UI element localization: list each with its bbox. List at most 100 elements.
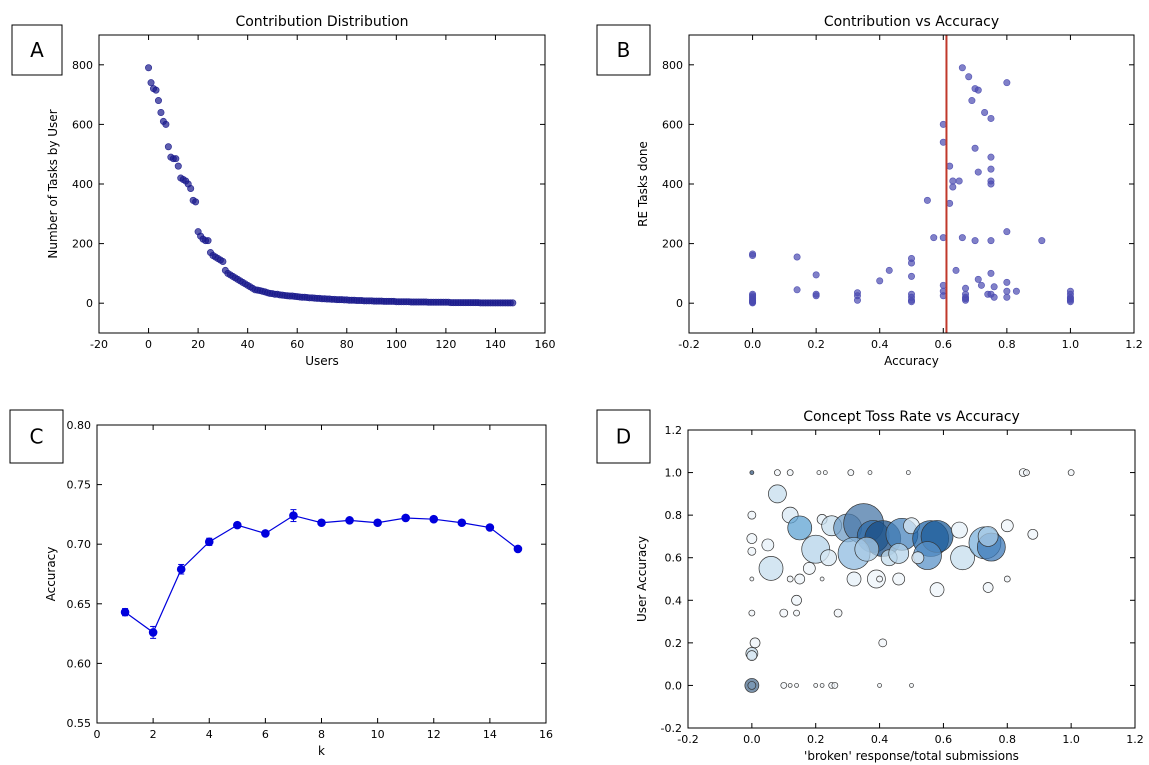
- panel-letter-box: [9, 409, 64, 464]
- data-point: [192, 198, 200, 206]
- data-point: [1003, 293, 1011, 301]
- data-point: [1003, 228, 1011, 236]
- x-tick-label: 100: [386, 338, 407, 351]
- data-point: [233, 520, 242, 530]
- data-point: [929, 582, 945, 597]
- x-tick-label: -20: [90, 338, 108, 351]
- data-point: [885, 266, 893, 274]
- data-point: [219, 257, 227, 265]
- data-point: [892, 572, 906, 586]
- data-point: [513, 544, 523, 554]
- x-tick-label: 4: [206, 728, 213, 741]
- data-point: [822, 470, 828, 475]
- x-tick-label: 0.4: [871, 338, 889, 351]
- data-point: [791, 594, 802, 606]
- data-point: [987, 114, 995, 122]
- y-tick-label: 200: [662, 238, 683, 251]
- y-tick-label: 0.60: [67, 657, 92, 670]
- plot-marks: [749, 35, 1074, 333]
- x-tick-label: 2: [150, 728, 157, 741]
- data-point: [429, 514, 439, 524]
- data-point: [965, 73, 973, 81]
- data-point: [831, 682, 839, 689]
- x-tick-label: 1.2: [1125, 338, 1143, 351]
- data-point: [261, 529, 270, 538]
- plot-frame: [96, 424, 547, 724]
- data-point: [907, 272, 915, 280]
- y-axis-label: Accuracy: [44, 547, 58, 602]
- x-tick-label: 40: [241, 338, 255, 351]
- panel-letter-box: [596, 24, 651, 76]
- data-point: [987, 269, 995, 277]
- y-tick-label: 200: [72, 238, 93, 251]
- data-point: [748, 609, 756, 617]
- panel-c: C 0 2 4 6 8 10 12 14 16 0.55 0.60 0.65 0.70 0.75 0.80 k A…: [9, 409, 553, 758]
- data-point: [846, 571, 862, 587]
- data-point: [747, 510, 757, 520]
- data-point: [1003, 79, 1011, 87]
- y-tick-label: 0.65: [67, 598, 92, 611]
- data-point: [1027, 528, 1039, 540]
- panel-letter-box: [596, 409, 651, 464]
- y-tick-label: 0.75: [67, 479, 92, 492]
- plot-frame: [688, 34, 1135, 334]
- data-point: [962, 284, 970, 292]
- x-tick-label: 16: [539, 728, 553, 741]
- data-point: [457, 518, 467, 528]
- chart-title: Contribution vs Accuracy: [824, 14, 999, 30]
- data-point: [747, 546, 757, 556]
- data-point: [793, 253, 801, 261]
- plot-frame: [98, 34, 546, 334]
- data-point: [877, 683, 882, 688]
- data-point: [164, 143, 172, 151]
- x-tick-label: 0.8: [998, 338, 1016, 351]
- x-tick-label: 0.6: [935, 338, 953, 351]
- data-point: [780, 682, 788, 689]
- data-point: [1003, 278, 1011, 286]
- x-tick-label: 6: [262, 728, 269, 741]
- data-point: [204, 237, 212, 245]
- data-point: [1012, 287, 1020, 295]
- x-axis-label: Accuracy: [884, 354, 939, 368]
- data-point: [812, 292, 820, 300]
- x-axis-label: Users: [305, 354, 339, 368]
- data-point: [949, 183, 957, 191]
- data-point: [289, 511, 298, 520]
- data-point: [401, 513, 410, 523]
- data-point: [987, 153, 995, 161]
- plot-frame: [687, 429, 1136, 729]
- y-axis-label: User Accuracy: [635, 536, 649, 622]
- panel-letter-box: [11, 24, 63, 76]
- data-point: [847, 469, 855, 476]
- data-point: [147, 79, 155, 87]
- x-tick-label: 20: [191, 338, 205, 351]
- y-tick-label: 0.55: [67, 717, 92, 730]
- x-tick-label: 0.2: [807, 338, 825, 351]
- data-point: [749, 470, 755, 475]
- x-tick-label: 160: [535, 338, 556, 351]
- data-point: [747, 681, 757, 690]
- data-point: [145, 64, 153, 72]
- x-tick-label: 0: [94, 728, 101, 741]
- x-axis-label: k: [318, 744, 325, 758]
- y-tick-label: 600: [662, 118, 683, 131]
- data-point: [987, 165, 995, 173]
- data-point: [968, 97, 976, 105]
- x-tick-label: 8: [318, 728, 325, 741]
- data-point: [867, 470, 873, 475]
- data-point: [749, 299, 757, 307]
- data-point: [162, 120, 170, 128]
- data-point: [176, 564, 186, 574]
- y-tick-label: 800: [662, 59, 683, 72]
- y-axis-label: Number of Tasks by User: [46, 109, 60, 258]
- data-point: [768, 484, 787, 504]
- y-tick-label: 0.70: [67, 538, 92, 551]
- x-tick-label: 0.6: [935, 733, 953, 746]
- data-point: [971, 237, 979, 245]
- data-point: [977, 526, 999, 547]
- x-tick-label: 0.0: [743, 733, 761, 746]
- y-tick-label: 0.4: [665, 594, 683, 607]
- y-tick-label: 0: [676, 297, 683, 310]
- y-tick-label: 1.2: [665, 424, 683, 437]
